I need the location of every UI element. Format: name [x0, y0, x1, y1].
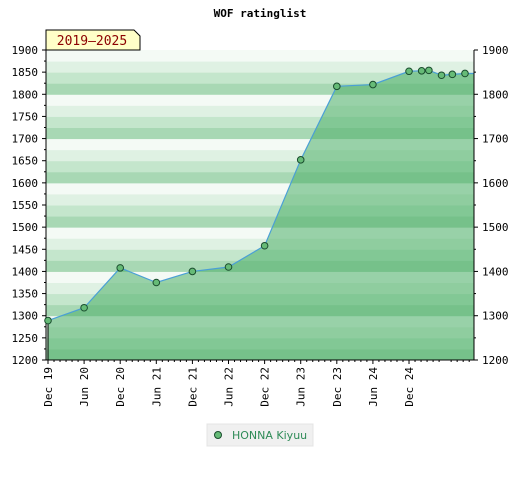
y-right-tick-label: 1500: [482, 221, 509, 234]
y-tick-label: 1800: [12, 88, 39, 101]
data-point[interactable]: [425, 66, 433, 75]
y-tick-label: 1650: [12, 155, 39, 168]
x-tick-label: Jun 23: [295, 367, 308, 407]
y-tick-label: 1500: [12, 221, 39, 234]
y-tick-label: 1750: [12, 110, 39, 123]
background-band: [46, 182, 474, 195]
background-band: [46, 171, 474, 184]
x-tick-label: Jun 24: [367, 367, 380, 407]
y-tick-label: 1350: [12, 288, 39, 301]
data-point[interactable]: [44, 316, 52, 325]
x-tick-label: Jun 22: [223, 367, 236, 407]
x-tick-label: Jun 21: [150, 367, 163, 407]
legend-series-label: HONNA Kiyuu: [232, 429, 307, 442]
period-badge: 2019–2025: [45, 29, 141, 51]
background-band: [46, 116, 474, 128]
y-tick-label: 1450: [12, 243, 39, 256]
y-right-tick-label: 1600: [482, 177, 509, 190]
data-point[interactable]: [437, 71, 446, 80]
background-band: [46, 94, 474, 106]
data-point[interactable]: [417, 67, 426, 75]
y-axis-right: 1200 1300 1400 1500 1600 1700 1800 1900: [474, 44, 509, 367]
data-point[interactable]: [224, 263, 233, 271]
background-band: [46, 72, 474, 84]
y-tick-label: 1250: [12, 332, 39, 345]
background-band: [46, 61, 474, 73]
background-band: [46, 127, 474, 140]
y-tick-label: 1900: [12, 44, 39, 57]
data-point[interactable]: [188, 267, 197, 276]
y-tick-label: 1700: [12, 133, 39, 146]
x-axis: Dec 19 Jun 20 Dec 20 Jun 21 Dec 21 Jun 22 Dec …: [42, 360, 470, 407]
data-point[interactable]: [369, 80, 377, 89]
data-point[interactable]: [80, 303, 88, 312]
x-tick-label: Dec 20: [114, 367, 127, 407]
background-band: [46, 205, 474, 217]
background-band: [46, 105, 474, 117]
y-axis-left: 1200 1250 1300 1350 1400 1450 1500 1550 1600 1650…: [12, 44, 46, 367]
legend-marker-icon: [214, 431, 222, 439]
background-band: [46, 138, 474, 151]
period-label: 2019–2025: [57, 34, 127, 49]
y-tick-label: 1850: [12, 66, 39, 79]
data-point[interactable]: [461, 69, 469, 78]
x-tick-label: Dec 21: [186, 367, 199, 407]
x-tick-label: Dec 22: [259, 367, 272, 407]
y-right-tick-label: 1700: [482, 133, 509, 146]
y-right-tick-label: 1300: [482, 310, 509, 323]
data-point[interactable]: [405, 67, 413, 76]
data-point[interactable]: [152, 278, 161, 287]
background-band: [46, 160, 474, 173]
data-point[interactable]: [333, 82, 341, 91]
x-tick-label: Dec 23: [331, 367, 344, 407]
data-points: [44, 66, 469, 325]
y-right-tick-label: 1200: [482, 354, 509, 367]
y-right-tick-label: 1800: [482, 88, 509, 101]
background-band: [46, 83, 474, 95]
background-band: [46, 227, 474, 239]
x-tick-label: Dec 24: [403, 367, 416, 407]
background-band: [46, 149, 474, 162]
background-band: [46, 216, 474, 228]
background-band: [46, 238, 474, 250]
series-area: [48, 70, 474, 360]
data-point[interactable]: [260, 241, 269, 250]
y-tick-label: 1400: [12, 265, 39, 278]
background-band: [46, 193, 474, 206]
data-point[interactable]: [296, 156, 305, 164]
background-band: [46, 50, 474, 62]
y-tick-label: 1200: [12, 354, 39, 367]
data-point[interactable]: [116, 264, 125, 272]
y-tick-label: 1550: [12, 199, 39, 212]
legend[interactable]: HONNA Kiyuu: [206, 423, 314, 447]
y-tick-label: 1600: [12, 177, 39, 190]
y-right-tick-label: 1400: [482, 265, 509, 278]
y-right-tick-label: 1900: [482, 44, 509, 57]
x-tick-label: Jun 20: [78, 367, 91, 407]
x-tick-label: Dec 19: [42, 367, 55, 407]
chart-title: WOF ratinglist: [214, 7, 307, 20]
data-point[interactable]: [448, 70, 457, 79]
y-tick-label: 1300: [12, 310, 39, 323]
